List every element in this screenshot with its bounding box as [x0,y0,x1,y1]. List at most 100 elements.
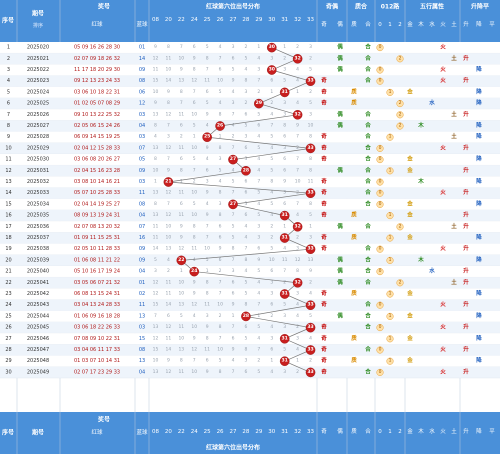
row-serial: 22 [5,280,11,286]
row-trend: 升 [463,166,469,174]
red-ball [228,154,238,165]
row-blue-number: 13 [139,358,145,364]
row-red-numbers: 03 06 18 22 26 33 [74,325,120,331]
dist-gap: 13 [153,212,159,218]
dist-gap: 7 [232,369,235,375]
dist-gap: 12 [166,212,172,218]
dist-gap: 6 [167,313,170,319]
dist-gap: 1 [206,268,209,274]
dist-gap: 5 [193,201,196,207]
row-serial: 3 [7,67,10,73]
row-red-numbers: 01 09 11 15 25 31 [74,235,120,241]
dist-gap: 3 [244,89,247,95]
row-route: 1 [389,358,392,364]
table-row [0,64,500,76]
dist-gap: 7 [283,268,286,274]
footer-odd: 奇 [321,427,327,435]
route-marker [376,368,384,376]
dist-gap: 9 [193,279,196,285]
dist-gap: 13 [166,246,172,252]
row-parity: 奇 [321,323,327,331]
table-row [0,333,500,345]
row-issue: 2025021 [27,56,49,62]
dist-gap: 3 [219,201,222,207]
row-parity: 偶 [337,267,343,275]
red-ball-number: 30 [269,44,275,50]
dist-gap: 9 [206,212,209,218]
header-wx-1: 木 [418,20,424,28]
row-issue: 2025047 [27,347,49,353]
header-r2: 2 [398,22,402,28]
dist-gap: 12 [153,55,159,61]
dist-gap: 7 [167,123,170,129]
row-parity: 偶 [337,54,343,62]
row-prime: 合 [365,43,371,51]
dist-gap: 3 [283,100,286,106]
dist-gap: 4 [257,279,260,285]
dist-gap: 12 [295,257,301,263]
route-marker [376,324,384,332]
row-prime: 质 [351,211,357,219]
row-prime: 合 [365,311,371,319]
route-marker [386,212,394,220]
header-issue: 期号 [31,10,44,18]
route-marker [386,133,394,141]
row-red-numbers: 06 09 14 15 19 25 [74,134,120,140]
row-wuxing: 金 [406,166,413,174]
row-parity: 奇 [321,87,327,95]
row-trend: 升 [463,188,469,196]
red-ball-number: 33 [307,347,313,353]
dist-gap: 11 [204,347,210,353]
footer-serial: 序号 [1,429,14,437]
dist-gap: 3 [283,324,286,330]
dist-gap: 3 [257,235,260,241]
header-even: 偶 [337,20,343,28]
row-red-numbers: 02 07 17 23 29 33 [74,369,120,375]
dist-gap: 2 [257,89,260,95]
row-red-numbers: 08 09 13 19 24 31 [74,213,120,219]
row-blue-number: 16 [139,235,145,241]
dist-gap: 8 [206,335,209,341]
dist-gap: 2 [309,55,312,61]
table-row [0,254,500,266]
dist-gap: 9 [283,179,286,185]
dist-gap: 3 [219,156,222,162]
header-tr-2: 平 [489,21,495,28]
red-ball-number: 31 [281,291,287,297]
dist-gap: 8 [219,212,222,218]
row-parity: 奇 [321,199,327,207]
row-route: 2 [399,55,402,61]
dist-gap: 6 [180,201,183,207]
dist-gap: 7 [257,302,260,308]
row-trend: 升 [463,211,469,219]
dist-gap: 4 [244,268,247,274]
row-issue: 2025042 [27,291,49,297]
row-prime: 合 [365,267,371,275]
row-issue: 2025028 [27,134,49,140]
route-marker [376,346,384,354]
header-num-32: 32 [294,17,301,23]
dist-gap: 2 [270,100,273,106]
row-trend: 降 [476,121,482,129]
red-ball-number: 24 [191,268,197,274]
row-wuxing: 水 [429,99,435,107]
table-row [0,221,500,233]
row-prime: 合 [365,345,371,353]
red-ball [228,199,238,210]
dist-gap: 2 [270,223,273,229]
row-blue-number: 03 [139,112,145,118]
dist-gap: 3 [283,313,286,319]
row-issue: 2025044 [27,313,49,319]
dist-gap: 5 [219,167,222,173]
dist-gap: 4 [296,67,299,73]
red-ball [305,188,316,198]
dist-gap: 8 [154,156,157,162]
dist-gap: 7 [244,246,247,252]
row-prime: 合 [365,166,371,174]
dist-gap: 3 [232,268,235,274]
dist-gap: 12 [191,78,197,84]
dist-gap: 13 [153,145,159,151]
row-issue: 2025032 [27,179,49,185]
row-serial: 27 [5,336,11,342]
header-tr-0: 升 [463,20,469,28]
